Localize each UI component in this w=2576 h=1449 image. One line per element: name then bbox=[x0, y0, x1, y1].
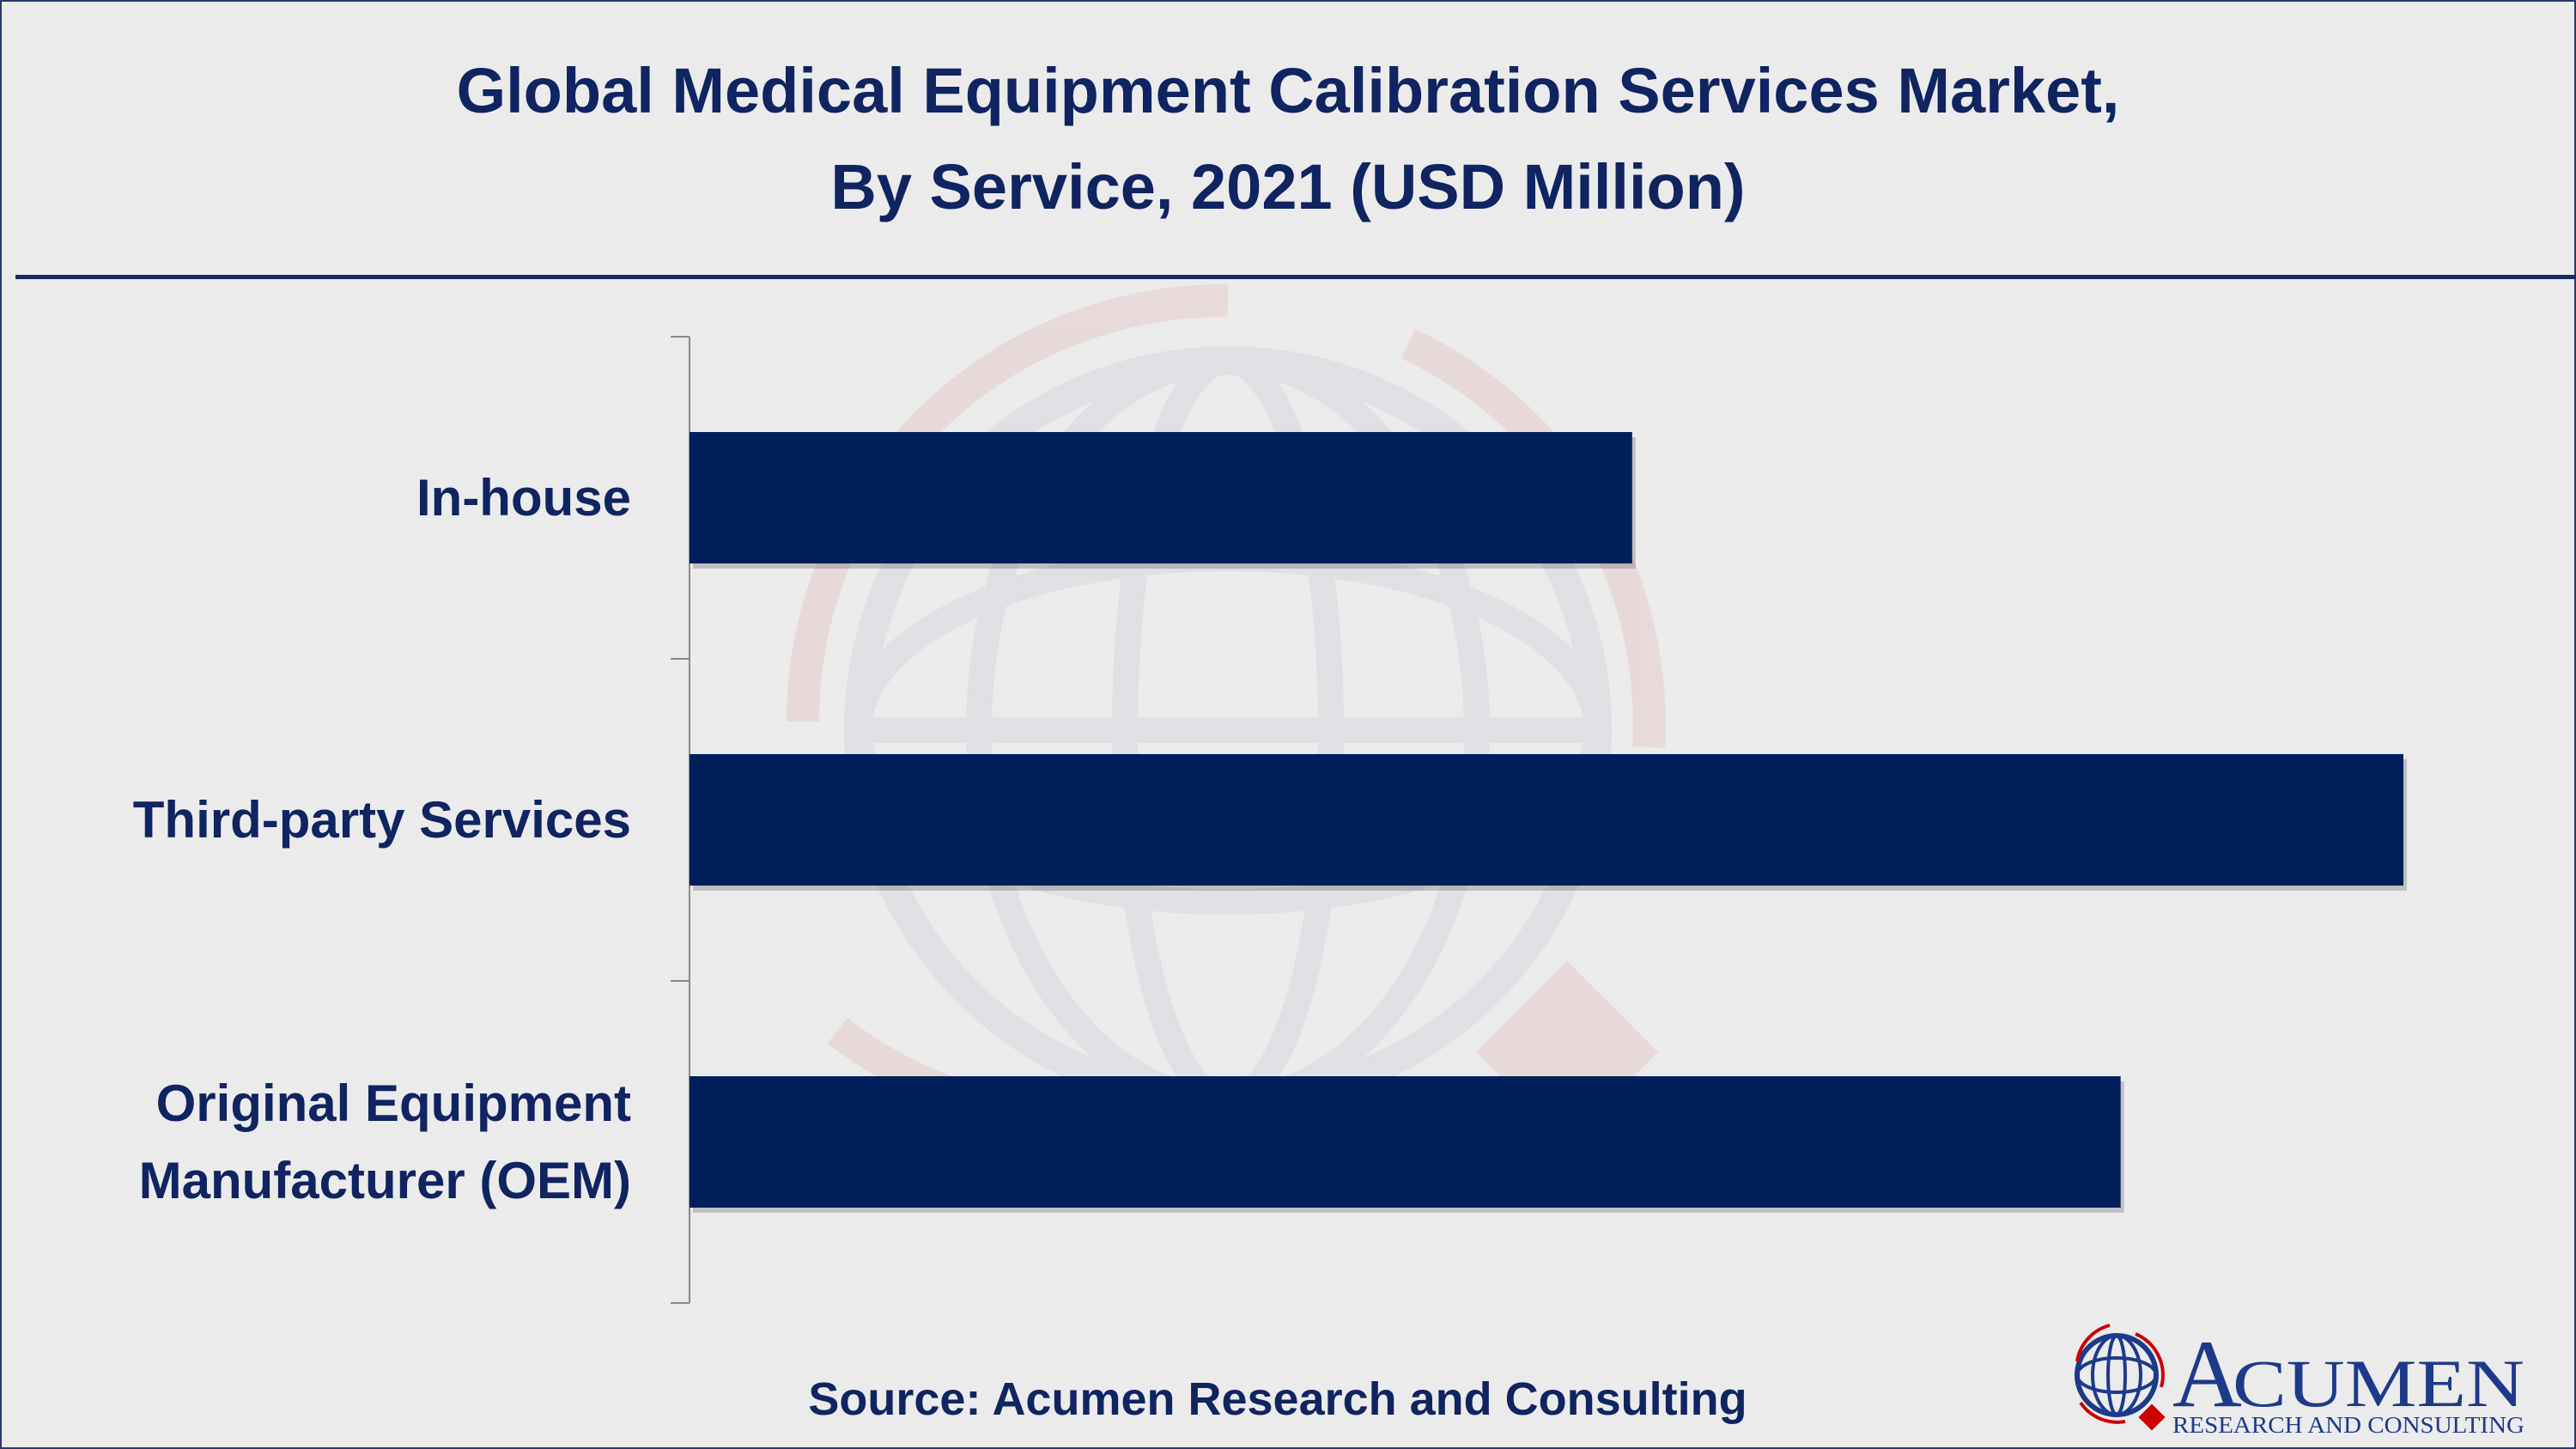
title-line-2: By Service, 2021 (USD Million) bbox=[830, 151, 1746, 222]
category-label-line: Manufacturer (OEM) bbox=[138, 1151, 631, 1209]
title-divider bbox=[15, 275, 2576, 279]
chart-title: Global Medical Equipment Calibration Ser… bbox=[0, 43, 2576, 235]
acumen-logo: A CUMEN RESEARCH AND CONSULTING bbox=[2075, 1321, 2524, 1438]
logo-globe-icon bbox=[2075, 1324, 2166, 1431]
category-label-line: Third-party Services bbox=[132, 790, 631, 849]
svg-text:CUMEN: CUMEN bbox=[2233, 1346, 2524, 1421]
bar-0 bbox=[690, 432, 1632, 563]
svg-text:RESEARCH AND CONSULTING: RESEARCH AND CONSULTING bbox=[2172, 1412, 2524, 1438]
category-label: Third-party Services bbox=[133, 782, 631, 859]
category-label-line: In-house bbox=[416, 468, 631, 527]
category-label: In-house bbox=[416, 460, 631, 537]
category-label: Original Equipment Manufacturer (OEM) bbox=[139, 1065, 631, 1220]
watermark-globe bbox=[787, 283, 1666, 1144]
source-note: Source: Acumen Research and Consulting bbox=[808, 1373, 1747, 1425]
bar-2 bbox=[690, 1076, 2121, 1208]
y-axis bbox=[671, 336, 690, 1304]
bar-1 bbox=[690, 754, 2403, 886]
svg-text:A: A bbox=[2172, 1321, 2242, 1428]
title-line-1: Global Medical Equipment Calibration Ser… bbox=[456, 55, 2120, 126]
category-label-line: Original Equipment bbox=[155, 1074, 631, 1132]
